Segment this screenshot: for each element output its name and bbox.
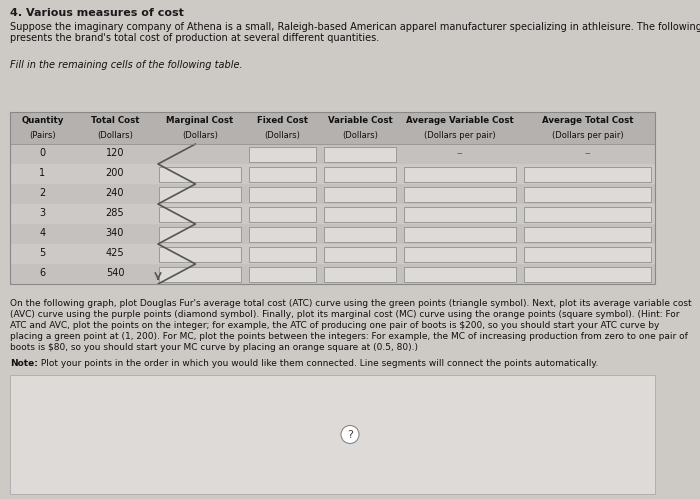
Text: boots is $80, so you should start your MC curve by placing an orange square at (: boots is $80, so you should start your M… xyxy=(10,343,418,352)
Text: (Dollars): (Dollars) xyxy=(342,131,378,140)
Text: 200: 200 xyxy=(106,168,125,178)
Text: 285: 285 xyxy=(106,208,125,218)
Bar xyxy=(249,227,316,242)
Text: 240: 240 xyxy=(106,188,125,198)
Text: Quantity: Quantity xyxy=(21,116,64,125)
Text: 4. Various measures of cost: 4. Various measures of cost xyxy=(10,8,184,18)
Bar xyxy=(10,204,655,224)
Bar xyxy=(324,187,396,202)
Bar xyxy=(249,167,316,182)
Bar xyxy=(249,147,316,162)
Text: 5: 5 xyxy=(39,248,46,258)
Text: (Dollars per pair): (Dollars per pair) xyxy=(552,131,623,140)
Text: Note:: Note: xyxy=(10,359,38,368)
Text: 120: 120 xyxy=(106,148,125,158)
Bar xyxy=(159,167,241,182)
Text: 0: 0 xyxy=(39,148,46,158)
Text: Average Total Cost: Average Total Cost xyxy=(542,116,634,125)
Bar xyxy=(324,167,396,182)
Bar xyxy=(324,247,396,262)
Bar xyxy=(249,267,316,282)
Text: 4: 4 xyxy=(39,228,46,238)
Text: 2: 2 xyxy=(39,188,46,198)
Circle shape xyxy=(341,426,359,444)
Text: Suppose the imaginary company of Athena is a small, Raleigh-based American appar: Suppose the imaginary company of Athena … xyxy=(10,22,700,32)
Text: Plot your points in the order in which you would like them connected. Line segme: Plot your points in the order in which y… xyxy=(38,359,598,368)
Text: --: -- xyxy=(584,149,591,158)
Text: (Dollars): (Dollars) xyxy=(97,131,133,140)
Text: (Dollars): (Dollars) xyxy=(265,131,300,140)
Bar xyxy=(524,227,651,242)
Text: 1: 1 xyxy=(39,168,46,178)
Bar xyxy=(10,264,655,284)
Text: 540: 540 xyxy=(106,268,125,278)
Bar xyxy=(524,207,651,222)
Bar xyxy=(159,207,241,222)
Text: Total Cost: Total Cost xyxy=(91,116,139,125)
Bar xyxy=(324,267,396,282)
Bar xyxy=(10,144,655,164)
Text: (Dollars per pair): (Dollars per pair) xyxy=(424,131,496,140)
Text: ?: ? xyxy=(347,430,353,440)
Bar xyxy=(10,244,655,264)
Bar xyxy=(159,227,241,242)
Text: Fill in the remaining cells of the following table.: Fill in the remaining cells of the follo… xyxy=(10,60,243,70)
Bar xyxy=(10,224,655,244)
Text: presents the brand's total cost of production at several different quantities.: presents the brand's total cost of produ… xyxy=(10,33,379,43)
Text: ATC and AVC, plot the points on the integer; for example, the ATC of producing o: ATC and AVC, plot the points on the inte… xyxy=(10,321,659,330)
Text: Marginal Cost: Marginal Cost xyxy=(167,116,234,125)
Bar xyxy=(10,112,655,284)
Text: (Dollars): (Dollars) xyxy=(182,131,218,140)
Text: 425: 425 xyxy=(106,248,125,258)
Bar xyxy=(404,167,516,182)
Bar xyxy=(159,267,241,282)
Bar xyxy=(324,147,396,162)
Bar xyxy=(249,187,316,202)
Bar xyxy=(404,227,516,242)
Bar xyxy=(249,207,316,222)
Bar xyxy=(524,167,651,182)
Bar xyxy=(249,247,316,262)
Bar xyxy=(524,267,651,282)
Text: Fixed Cost: Fixed Cost xyxy=(257,116,308,125)
Text: 340: 340 xyxy=(106,228,124,238)
Text: Average Variable Cost: Average Variable Cost xyxy=(406,116,514,125)
Bar xyxy=(10,112,655,144)
Text: (AVC) curve using the purple points (diamond symbol). Finally, plot its marginal: (AVC) curve using the purple points (dia… xyxy=(10,310,680,319)
Text: (Pairs): (Pairs) xyxy=(29,131,56,140)
Bar xyxy=(324,227,396,242)
Bar xyxy=(159,187,241,202)
Bar xyxy=(404,187,516,202)
Text: Variable Cost: Variable Cost xyxy=(328,116,393,125)
Text: placing a green point at (1, 200). For MC, plot the points between the integers:: placing a green point at (1, 200). For M… xyxy=(10,332,688,341)
Text: On the following graph, plot Douglas Fur's average total cost (ATC) curve using : On the following graph, plot Douglas Fur… xyxy=(10,299,692,308)
Text: 6: 6 xyxy=(39,268,46,278)
Bar xyxy=(524,247,651,262)
Bar xyxy=(159,247,241,262)
Bar xyxy=(10,375,655,494)
Text: 3: 3 xyxy=(39,208,46,218)
Bar xyxy=(404,207,516,222)
Bar xyxy=(10,164,655,184)
Bar xyxy=(524,187,651,202)
Bar xyxy=(404,267,516,282)
Text: --: -- xyxy=(456,149,463,158)
Bar xyxy=(404,247,516,262)
Bar xyxy=(324,207,396,222)
Bar xyxy=(10,184,655,204)
